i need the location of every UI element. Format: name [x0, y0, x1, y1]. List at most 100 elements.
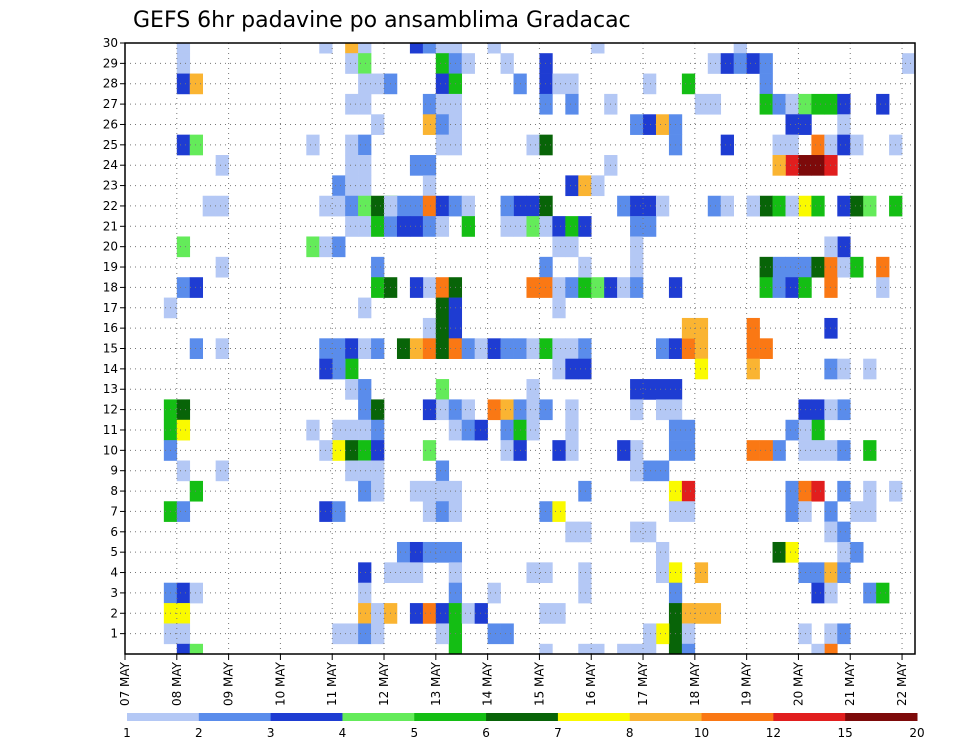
- heatmap-cell: [487, 43, 501, 54]
- heatmap-cell: [358, 43, 372, 54]
- heatmap-cell: [189, 643, 204, 655]
- heatmap-cell: [759, 440, 773, 461]
- heatmap-cell: [772, 440, 786, 461]
- heatmap-cell: [332, 419, 346, 441]
- heatmap-cell: [358, 216, 372, 237]
- heatmap-cell: [345, 155, 359, 176]
- heatmap-cell: [358, 419, 372, 441]
- heatmap-cell: [539, 256, 553, 278]
- heatmap-cell: [176, 134, 191, 156]
- heatmap-cell: [565, 338, 579, 359]
- heatmap-cell: [552, 358, 566, 380]
- heatmap-cell: [863, 582, 877, 604]
- heatmap-cell: [539, 338, 553, 359]
- heatmap-cell: [422, 93, 437, 115]
- y-tick-label: 20: [103, 240, 118, 254]
- x-tick-label: 14 MAY: [481, 661, 495, 706]
- heatmap-cell: [526, 338, 540, 359]
- heatmap-cell: [539, 643, 553, 655]
- heatmap-cell: [409, 43, 424, 54]
- heatmap-cell: [565, 440, 579, 461]
- heatmap-cell: [694, 603, 709, 624]
- heatmap-cell: [655, 195, 670, 217]
- heatmap-cell: [422, 501, 437, 522]
- heatmap-cell: [876, 277, 890, 298]
- heatmap-cell: [785, 480, 799, 502]
- heatmap-cell: [332, 623, 346, 645]
- heatmap-cell: [655, 114, 670, 135]
- heatmap-cell: [461, 603, 475, 624]
- y-tick-label: 11: [103, 423, 118, 437]
- y-tick-label: 18: [103, 280, 118, 294]
- heatmap-cell: [176, 603, 191, 624]
- heatmap-cell: [435, 297, 450, 319]
- heatmap-cell: [876, 256, 890, 278]
- heatmap-cell: [643, 521, 657, 543]
- heatmap-cell: [772, 195, 786, 217]
- heatmap-cell: [345, 175, 359, 197]
- heatmap-cell: [500, 419, 514, 441]
- colorbar-label: 20: [909, 726, 924, 740]
- heatmap-cell: [785, 419, 799, 441]
- colorbar-label: 6: [482, 726, 490, 740]
- heatmap-cell: [539, 216, 553, 237]
- heatmap-cell: [215, 155, 229, 176]
- heatmap-cell: [435, 93, 450, 115]
- heatmap-cell: [630, 236, 644, 258]
- heatmap-cell: [681, 501, 696, 522]
- y-tick-label: 5: [110, 545, 118, 559]
- heatmap-cell: [189, 582, 204, 604]
- heatmap-cell: [578, 338, 592, 359]
- heatmap-cell: [694, 562, 709, 584]
- heatmap-cell: [630, 643, 644, 655]
- heatmap-cell: [358, 155, 372, 176]
- heatmap-cell: [358, 73, 372, 95]
- y-tick-label: 6: [110, 525, 118, 539]
- heatmap-cell: [332, 195, 346, 217]
- heatmap-cell: [811, 134, 825, 156]
- heatmap-cell: [539, 399, 553, 421]
- heatmap-cell: [655, 379, 670, 400]
- colorbar-label: 5: [410, 726, 418, 740]
- heatmap-cell: [371, 73, 385, 95]
- heatmap-cell: [681, 480, 696, 502]
- heatmap-cell: [681, 643, 696, 655]
- heatmap-cell: [422, 440, 437, 461]
- heatmap-cell: [565, 277, 579, 298]
- heatmap-cell: [435, 53, 450, 74]
- heatmap-cell: [811, 419, 825, 441]
- heatmap-cell: [785, 134, 799, 156]
- heatmap-cell: [189, 134, 204, 156]
- heatmap-cell: [306, 236, 320, 258]
- heatmap-cell: [552, 236, 566, 258]
- colorbar-swatch: [557, 713, 631, 721]
- heatmap-cell: [824, 643, 838, 655]
- heatmap-cell: [565, 73, 579, 95]
- heatmap-cell: [694, 338, 709, 359]
- heatmap-cell: [409, 277, 424, 298]
- heatmap-cell: [371, 277, 385, 298]
- heatmap-cell: [578, 216, 592, 237]
- heatmap-cell: [617, 643, 631, 655]
- heatmap-cell: [759, 277, 773, 298]
- heatmap-cell: [176, 582, 191, 604]
- heatmap-cell: [655, 338, 670, 359]
- heatmap-cell: [435, 379, 450, 400]
- x-tick-label: 15 MAY: [532, 661, 546, 706]
- heatmap-cell: [811, 440, 825, 461]
- heatmap-cell: [552, 501, 566, 522]
- heatmap-cell: [772, 256, 786, 278]
- heatmap-cell: [811, 256, 825, 278]
- heatmap-cell: [863, 440, 877, 461]
- heatmap-cell: [358, 93, 372, 115]
- heatmap-cell: [345, 338, 359, 359]
- heatmap-cell: [526, 419, 540, 441]
- heatmap-cell: [358, 460, 372, 482]
- heatmap-cell: [500, 195, 514, 217]
- heatmap-cell: [487, 399, 501, 421]
- heatmap-cell: [837, 562, 851, 584]
- heatmap-cell: [371, 419, 385, 441]
- heatmap-cell: [176, 460, 191, 482]
- colorbar-label: 2: [195, 726, 203, 740]
- heatmap-cell: [409, 216, 424, 237]
